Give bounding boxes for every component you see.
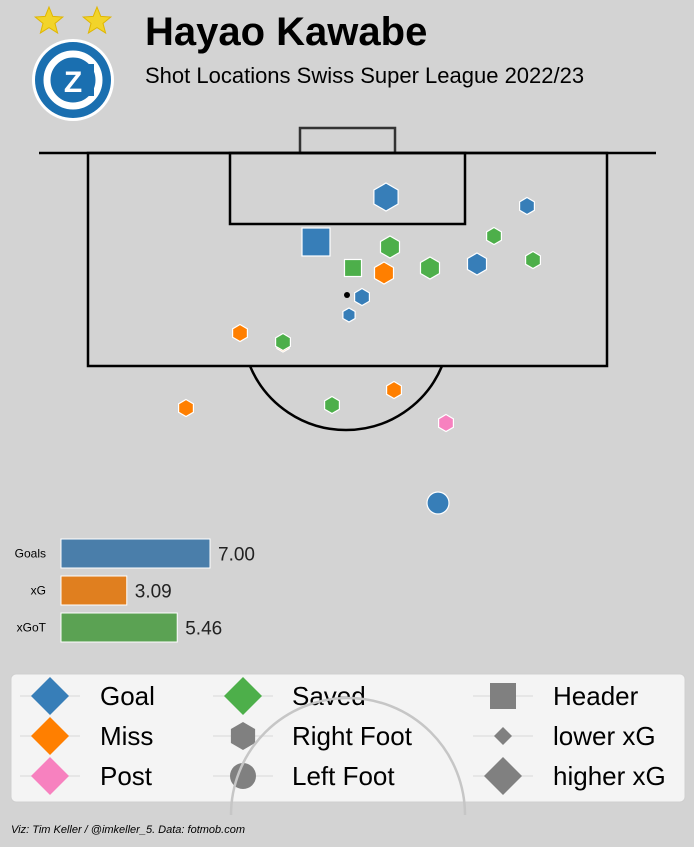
six-yard-box [228, 151, 467, 226]
penalty-spot [344, 292, 350, 298]
shot-marker-miss [386, 380, 402, 400]
penalty-box [86, 151, 609, 368]
bar-value-label: 7.00 [218, 545, 255, 566]
shot-marker-saved [379, 235, 401, 259]
legend-item-left-foot: Left Foot [213, 761, 395, 791]
legend-label: Header [553, 681, 639, 711]
shot-marker-miss [232, 323, 248, 343]
bar-goals [60, 538, 211, 569]
shot-marker-saved [324, 395, 340, 415]
chart-subtitle: Shot Locations Swiss Super League 2022/2… [145, 63, 585, 88]
legend-marker-icon [224, 677, 262, 715]
shot-marker-goal [373, 182, 399, 212]
legend-item-lower-xg: lower xG [473, 721, 656, 751]
legend-item-post: Post [20, 757, 153, 795]
bar-value-label: 5.46 [185, 619, 222, 640]
bar-category-label: Goals [15, 547, 46, 561]
legend-marker-icon [230, 722, 256, 750]
legend-marker-icon [31, 677, 69, 715]
legend-label: Right Foot [292, 721, 413, 751]
bar-xg [60, 575, 128, 606]
legend-label: Goal [100, 681, 155, 711]
legend-marker-icon [31, 757, 69, 795]
shot-marker-post [438, 413, 454, 433]
legend-item-higher-xg: higher xG [473, 757, 666, 795]
champion-stars [33, 5, 113, 35]
shot-marker-goal [426, 491, 450, 515]
bar-category-label: xG [31, 584, 46, 598]
shot-marker-miss [178, 398, 194, 418]
player-name: Hayao Kawabe [145, 10, 428, 54]
bar-xgot [60, 612, 178, 643]
shot-marker-goal [354, 287, 370, 307]
shot-marker-goal [466, 252, 488, 276]
legend-item-right-foot: Right Foot [213, 721, 413, 751]
legend-box [10, 673, 686, 803]
legend-item-miss: Miss [20, 717, 153, 755]
svg-text:Z: Z [64, 66, 82, 99]
legend-label: Post [100, 761, 153, 791]
lower-pitch-arc [229, 696, 467, 816]
legend-marker-icon [490, 683, 516, 709]
shot-marker-goal [518, 196, 536, 216]
legend: Goal Miss Post Saved Right Foot Left Foot Head… [10, 673, 686, 803]
shot-marker-miss [373, 261, 395, 285]
shots-layer [178, 182, 542, 515]
star-icon [81, 5, 113, 35]
pitch [39, 126, 656, 432]
shot-marker-saved [419, 256, 441, 280]
goal-frame [298, 126, 397, 155]
legend-marker-icon [494, 727, 512, 745]
legend-marker-icon [484, 757, 522, 795]
legend-label: Miss [100, 721, 153, 751]
shot-marker-goal [301, 227, 331, 257]
shot-marker-goal [342, 307, 356, 323]
club-badge-icon: Z [32, 39, 114, 121]
legend-label: lower xG [553, 721, 656, 751]
shot-marker-saved [275, 332, 291, 352]
legend-item-goal: Goal [20, 677, 155, 715]
penalty-arc [248, 365, 444, 432]
legend-label: higher xG [553, 761, 666, 791]
legend-marker-icon [31, 717, 69, 755]
shot-marker-saved [524, 250, 542, 270]
credit-text: Viz: Tim Keller / @imkeller_5. Data: fot… [11, 824, 245, 836]
legend-item-saved: Saved [213, 677, 366, 715]
bar-value-label: 3.09 [135, 582, 172, 603]
summary-bars: Goals 7.00 xG 3.09 xGoT 5.46 [15, 538, 255, 643]
bar-category-label: xGoT [17, 621, 47, 635]
legend-label: Left Foot [292, 761, 395, 791]
star-icon [33, 5, 65, 35]
shot-marker-saved [486, 226, 502, 246]
legend-item-header: Header [473, 681, 639, 711]
shot-marker-saved [343, 258, 363, 278]
